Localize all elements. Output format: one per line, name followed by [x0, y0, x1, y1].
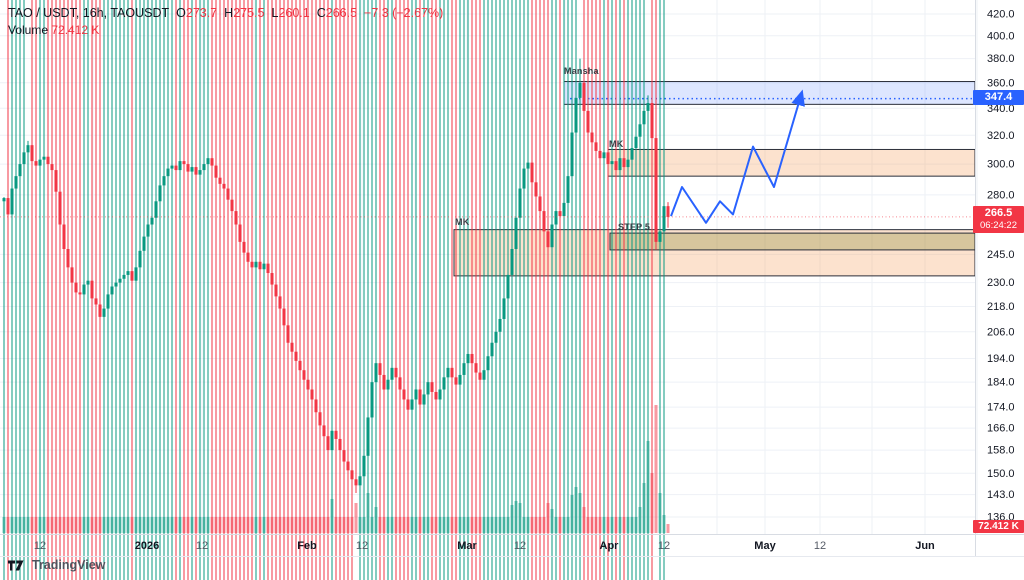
svg-text:174.0: 174.0 — [987, 402, 1015, 414]
svg-text:12: 12 — [356, 540, 368, 552]
price-axis[interactable]: 420.0 400.0 380.0 360.0 340.0 320.0 300.0 280.0… — [987, 9, 1015, 524]
svg-text:2026: 2026 — [135, 540, 159, 552]
svg-text:166.0: 166.0 — [987, 423, 1015, 435]
time-axis[interactable]: 12 2026 12 Feb 12 Mar 12 Apr 12 May 12 Jun — [34, 540, 935, 552]
svg-text:Feb: Feb — [297, 540, 317, 552]
svg-text:12: 12 — [514, 540, 526, 552]
svg-text:Jun: Jun — [915, 540, 935, 552]
svg-text:360.0: 360.0 — [987, 77, 1015, 89]
svg-text:12: 12 — [658, 540, 670, 552]
svg-text:136.0: 136.0 — [987, 511, 1015, 523]
tradingview-logo[interactable]: TradingView — [8, 558, 105, 572]
candles — [2, 0, 670, 580]
svg-text:218.0: 218.0 — [987, 301, 1015, 313]
svg-text:12: 12 — [34, 540, 46, 552]
svg-text:206.0: 206.0 — [987, 326, 1015, 338]
svg-text:230.0: 230.0 — [987, 277, 1015, 289]
tradingview-logo-icon — [8, 560, 24, 570]
svg-text:Mar: Mar — [457, 540, 477, 552]
svg-text:400.0: 400.0 — [987, 30, 1015, 42]
projection-arrow[interactable] — [670, 89, 805, 224]
svg-text:300.0: 300.0 — [987, 159, 1015, 171]
svg-text:184.0: 184.0 — [987, 377, 1015, 389]
svg-text:12: 12 — [814, 540, 826, 552]
tradingview-logo-text: TradingView — [32, 558, 106, 572]
svg-text:May: May — [754, 540, 776, 552]
svg-text:280.0: 280.0 — [987, 189, 1015, 201]
rectangle-zones[interactable] — [453, 81, 976, 277]
svg-text:143.0: 143.0 — [987, 489, 1015, 501]
svg-text:380.0: 380.0 — [987, 53, 1015, 65]
svg-text:158.0: 158.0 — [987, 445, 1015, 457]
svg-text:150.0: 150.0 — [987, 468, 1015, 480]
svg-text:320.0: 320.0 — [987, 130, 1015, 142]
svg-text:12: 12 — [196, 540, 208, 552]
svg-text:420.0: 420.0 — [987, 9, 1015, 21]
svg-text:245.0: 245.0 — [987, 249, 1015, 261]
svg-text:340.0: 340.0 — [987, 103, 1015, 115]
svg-text:194.0: 194.0 — [987, 353, 1015, 365]
svg-text:Apr: Apr — [600, 540, 620, 552]
